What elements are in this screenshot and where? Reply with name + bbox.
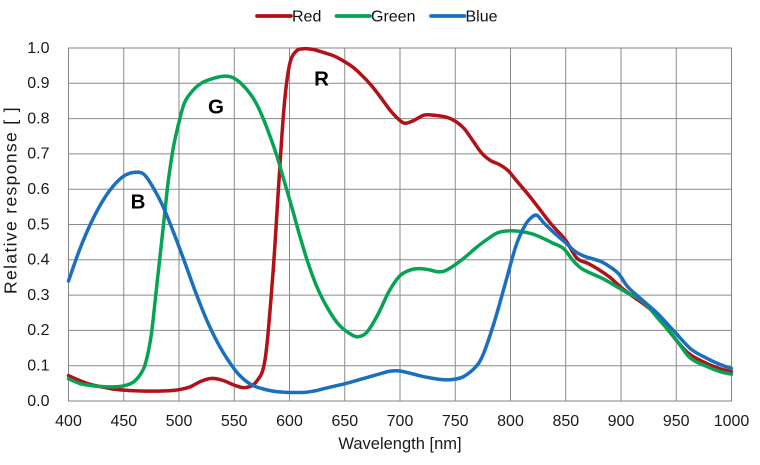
svg-text:0.4: 0.4	[27, 252, 49, 269]
svg-text:400: 400	[55, 413, 82, 430]
svg-text:1000: 1000	[714, 413, 750, 430]
svg-text:850: 850	[552, 413, 579, 430]
svg-text:600: 600	[276, 413, 303, 430]
svg-text:G: G	[208, 96, 224, 119]
svg-text:0.2: 0.2	[27, 322, 49, 339]
svg-text:0.5: 0.5	[27, 216, 49, 233]
svg-text:0.9: 0.9	[27, 75, 49, 92]
svg-text:0.1: 0.1	[27, 358, 49, 375]
svg-text:0.0: 0.0	[27, 393, 49, 410]
svg-text:550: 550	[221, 413, 248, 430]
svg-text:800: 800	[497, 413, 524, 430]
svg-text:1.0: 1.0	[27, 40, 49, 57]
svg-text:900: 900	[608, 413, 635, 430]
svg-text:0.6: 0.6	[27, 181, 49, 198]
svg-text:B: B	[131, 191, 146, 214]
svg-text:Red: Red	[292, 9, 321, 26]
svg-text:Wavelength [nm]: Wavelength [nm]	[338, 435, 461, 453]
svg-text:0.3: 0.3	[27, 287, 49, 304]
svg-text:750: 750	[442, 413, 469, 430]
svg-text:950: 950	[663, 413, 690, 430]
svg-text:0.8: 0.8	[27, 110, 49, 127]
svg-text:450: 450	[110, 413, 137, 430]
svg-text:Green: Green	[371, 9, 415, 26]
svg-text:0.7: 0.7	[27, 146, 49, 163]
svg-text:Relative response [ ]: Relative response [ ]	[1, 106, 21, 294]
svg-text:700: 700	[387, 413, 414, 430]
svg-text:R: R	[314, 68, 329, 91]
svg-text:650: 650	[331, 413, 358, 430]
svg-text:Blue: Blue	[466, 9, 498, 26]
svg-text:500: 500	[166, 413, 193, 430]
